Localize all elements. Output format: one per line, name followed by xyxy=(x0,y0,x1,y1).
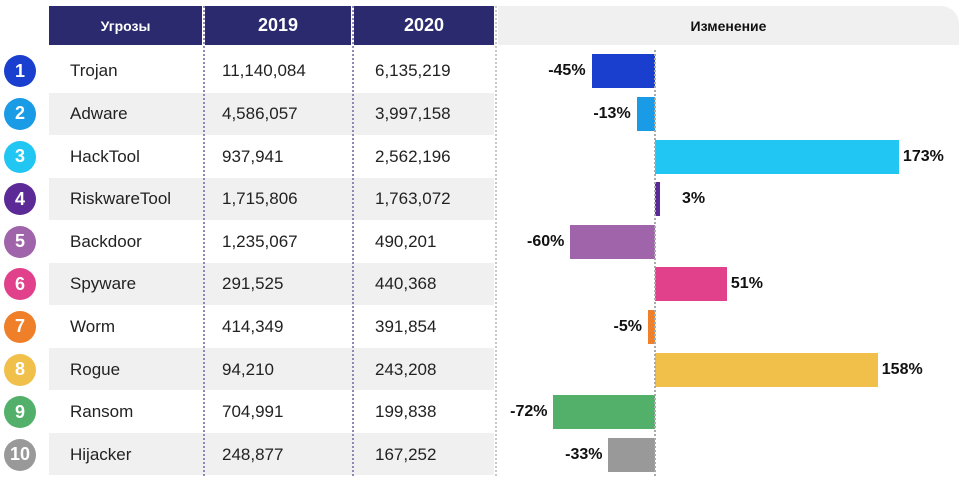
threat-name: Rogue xyxy=(70,359,121,379)
value-2019: 1,235,067 xyxy=(222,231,298,251)
column-separator xyxy=(495,6,497,476)
rank-badge: 7 xyxy=(4,310,36,343)
change-label: -45% xyxy=(548,62,586,80)
change-label: 173% xyxy=(902,147,944,165)
value-2020: 2,562,196 xyxy=(375,146,451,166)
rank-badge: 2 xyxy=(4,97,36,130)
value-2020: 199,838 xyxy=(375,402,437,422)
value-2019: 94,210 xyxy=(222,359,274,379)
table-row-stripe xyxy=(49,92,494,135)
threat-name: Spyware xyxy=(70,274,137,294)
value-2019: 248,877 xyxy=(222,444,284,464)
value-2020: 490,201 xyxy=(375,231,437,251)
rank-badge: 4 xyxy=(4,183,36,216)
header-change: Изменение xyxy=(498,6,959,45)
value-2020: 440,368 xyxy=(375,274,437,294)
rank-badge: 9 xyxy=(4,396,36,429)
rank-badge: 5 xyxy=(4,225,36,258)
threat-name: Backdoor xyxy=(70,231,142,251)
threat-name: Adware xyxy=(70,103,128,123)
value-2019: 704,991 xyxy=(222,402,284,422)
value-2020: 167,252 xyxy=(375,444,437,464)
value-2019: 414,349 xyxy=(222,316,284,336)
value-2020: 1,763,072 xyxy=(375,189,451,209)
table-row-stripe xyxy=(49,433,494,476)
change-label: 3% xyxy=(682,190,706,208)
table-row-stripe xyxy=(49,263,494,305)
value-2019: 4,586,057 xyxy=(222,103,298,123)
table-row-stripe xyxy=(49,177,494,220)
column-separator xyxy=(203,6,205,476)
change-bar xyxy=(655,139,899,174)
table-row-stripe xyxy=(49,348,494,391)
value-2020: 391,854 xyxy=(375,316,437,336)
change-bar xyxy=(636,96,655,131)
change-bar xyxy=(591,54,655,89)
header-2020: 2020 xyxy=(354,6,494,45)
change-bar xyxy=(608,437,655,472)
change-bar xyxy=(647,309,655,344)
threat-name: RiskwareTool xyxy=(70,189,172,209)
change-label: -60% xyxy=(527,232,565,250)
change-label: -5% xyxy=(613,317,642,335)
change-label: 158% xyxy=(881,360,923,378)
change-bar xyxy=(570,224,655,259)
value-2020: 243,208 xyxy=(375,359,437,379)
value-2020: 3,997,158 xyxy=(375,103,451,123)
value-2019: 937,941 xyxy=(222,146,284,166)
change-label: -33% xyxy=(565,445,603,463)
value-2019: 11,140,084 xyxy=(222,61,306,81)
header-threats: Угрозы xyxy=(49,6,202,45)
change-label: -72% xyxy=(510,403,548,421)
rank-badge: 10 xyxy=(4,438,36,471)
rank-badge: 3 xyxy=(4,140,36,173)
threat-name: HackTool xyxy=(70,146,140,166)
threat-name: Worm xyxy=(70,316,116,336)
change-bar xyxy=(655,352,878,387)
threat-name: Trojan xyxy=(70,61,118,81)
rank-badge: 1 xyxy=(4,55,36,88)
value-2019: 1,715,806 xyxy=(222,189,298,209)
column-separator xyxy=(352,6,354,476)
change-bar xyxy=(655,182,660,217)
rank-badge: 6 xyxy=(4,268,36,301)
change-bar xyxy=(655,267,727,302)
zero-axis-line xyxy=(654,50,656,476)
value-2020: 6,135,219 xyxy=(375,61,451,81)
value-2019: 291,525 xyxy=(222,274,284,294)
change-bar xyxy=(553,395,655,430)
change-label: 51% xyxy=(730,275,763,293)
header-2019: 2019 xyxy=(205,6,351,45)
threat-name: Ransom xyxy=(70,402,134,422)
change-label: -13% xyxy=(593,104,631,122)
rank-badge: 8 xyxy=(4,353,36,386)
threat-name: Hijacker xyxy=(70,444,132,464)
